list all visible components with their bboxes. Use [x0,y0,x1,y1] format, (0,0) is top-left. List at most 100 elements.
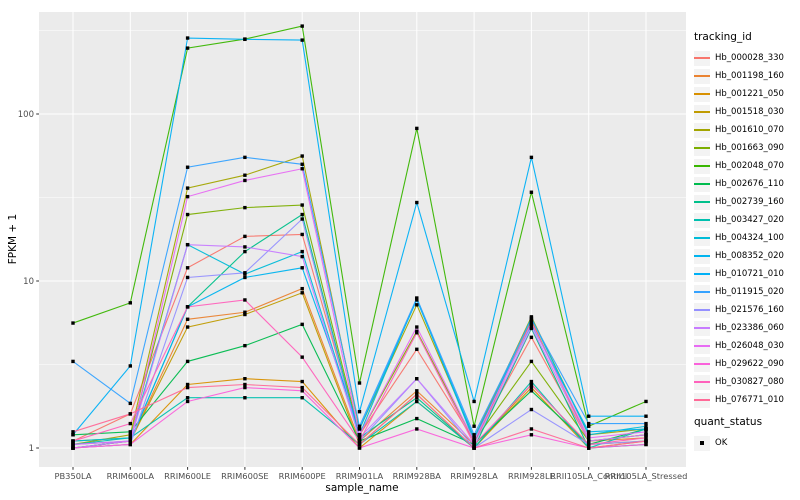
legend-item-label: Hb_029622_090 [715,359,784,369]
data-point [243,382,247,387]
legend-shape-items: OK [694,434,798,452]
data-point [243,173,247,177]
x-tick-label: RRIM600LE [164,471,211,481]
legend-key [694,356,710,372]
data-point [128,436,132,440]
data-point [71,433,75,437]
legend-title-quant-status: quant_status [694,416,763,428]
data-point [529,433,534,437]
x-tick-label: RRIM928LA [450,471,498,481]
data-point [587,439,591,443]
data-point [415,427,419,431]
legend-item-Hb_001198_160: Hb_001198_160 [694,67,798,85]
legend-line-swatch [694,183,710,185]
data-point [128,433,132,437]
data-point [415,416,419,421]
legend-key [694,320,710,336]
legend-title-tracking-id: tracking_id [694,31,752,43]
data-point [644,436,648,440]
data-point [185,385,190,390]
legend-key [694,435,710,451]
data-point [300,385,304,390]
data-point [243,385,247,390]
legend-line-swatch [694,201,710,203]
data-point [71,439,75,443]
data-point [243,343,247,348]
data-point [185,325,190,329]
legend-item-label: Hb_003427_020 [715,215,784,225]
data-point [472,433,476,437]
legend-item-label: OK [715,438,728,448]
legend-item-label: Hb_001221_050 [715,89,784,99]
legend-item-quant-OK: OK [694,434,798,452]
data-point [644,442,648,447]
legend-line-swatch [694,381,710,383]
data-point [357,439,362,443]
legend-item-label: Hb_010721_010 [715,269,784,279]
legend-line-swatch [694,309,710,311]
legend-key [694,122,710,138]
legend-key [694,392,710,408]
y-tick-label: 1 [29,444,34,454]
legend-line-swatch [694,237,710,239]
legend-item-label: Hb_002048_070 [715,161,784,171]
data-point [357,424,362,428]
legend-item-Hb_021576_160: Hb_021576_160 [694,301,798,319]
legend-item-label: Hb_023386_060 [715,323,784,333]
data-point [300,203,304,207]
data-point [128,364,132,368]
data-point [415,392,419,396]
y-tick-label: 10 [23,277,34,287]
data-point [128,412,132,416]
legend-item-label: Hb_001663_090 [715,143,784,153]
data-point [415,296,419,300]
data-point [357,433,362,437]
legend-item-label: Hb_008352_020 [715,251,784,261]
data-point [185,46,190,50]
legend-line-swatch [694,327,710,329]
data-point [357,409,362,414]
data-point [529,379,534,384]
data-point [300,389,304,393]
data-point [357,381,362,385]
legend-color-items: Hb_000028_330 Hb_001198_160 Hb_001221_050 H… [694,49,798,409]
data-point [243,396,247,400]
data-point [300,379,304,384]
data-point [185,305,190,309]
data-point [415,126,419,131]
legend-key [694,266,710,282]
x-tick-label: RRIM928BA [393,471,442,481]
data-point [300,291,304,295]
legend-item-Hb_002739_160: Hb_002739_160 [694,193,798,211]
legend-item-label: Hb_001198_160 [715,71,784,81]
x-tick-label: RRIM600PE [279,471,326,481]
data-point [644,433,648,437]
legend-line-swatch [694,363,710,365]
data-point [243,376,247,381]
data-point [243,178,247,183]
y-axis-title: FPKM + 1 [7,213,19,265]
data-point [243,312,247,317]
data-point [185,186,190,190]
legend-key [694,68,710,84]
data-point [128,439,132,443]
data-point [415,347,419,351]
legend-item-Hb_011915_020: Hb_011915_020 [694,283,798,301]
data-point [300,232,304,237]
data-point [300,355,304,359]
legend-item-Hb_001221_050: Hb_001221_050 [694,85,798,103]
data-point [644,421,648,426]
data-point [185,317,190,321]
legend-line-swatch [694,273,710,275]
legend-key [694,86,710,102]
data-point [357,446,362,450]
data-point [472,446,476,450]
data-point [185,275,190,280]
data-point [587,436,591,440]
data-point [300,154,304,158]
data-point [243,234,247,239]
data-point [529,382,534,387]
legend-item-label: Hb_021576_160 [715,305,784,315]
x-tick-label: RRIM901LA [336,471,384,481]
